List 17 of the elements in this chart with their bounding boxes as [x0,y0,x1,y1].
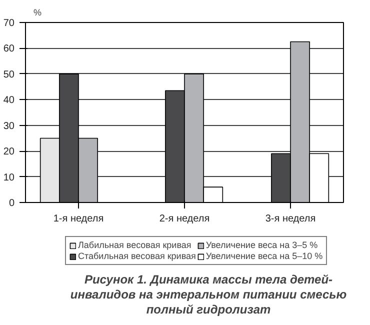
y-tick-label: 40 [3,95,15,106]
x-tick-label: 2-я неделя [159,214,210,224]
legend-label: Лабильная весовая кривая [78,240,192,250]
legend-label: Стабильная весовая кривая [78,251,196,261]
y-tick-label: 20 [3,146,15,158]
y-tick-label: 10 [3,172,15,184]
y-tick-label: 50 [3,69,15,80]
y-axis-title: % [34,8,42,18]
x-tick-label: 3-я неделя [265,214,316,224]
y-tick-label: 70 [3,18,15,29]
text: Рисунок 1. Динамика массы тела детей-инвалидов на энтеральном питании смесью полный гидролизат [70,272,347,316]
x-tick-label: 1-я неделя [53,214,104,224]
legend-label: Увеличение веса на 3–5 % [206,240,318,250]
y-tick-label: 60 [3,44,15,55]
y-tick-label: 30 [3,120,15,132]
legend-label: Увеличение веса на 5–10 % [206,251,323,261]
y-tick-label: 0 [8,198,15,209]
